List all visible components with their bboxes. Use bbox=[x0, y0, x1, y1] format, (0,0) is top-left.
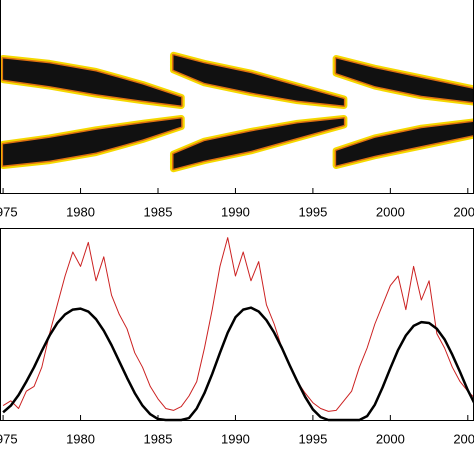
x-tick-label: 1980 bbox=[66, 431, 95, 446]
line-series bbox=[2, 306, 474, 422]
wing bbox=[173, 55, 344, 106]
x-tick-label: 1975 bbox=[0, 431, 18, 446]
x-tick-label: 2005 bbox=[453, 204, 474, 219]
wing bbox=[336, 58, 474, 103]
x-tick-label: 1985 bbox=[144, 204, 173, 219]
x-tick-label: 1990 bbox=[221, 204, 250, 219]
wing bbox=[336, 121, 474, 166]
wing bbox=[3, 118, 182, 166]
x-tick-label: 1980 bbox=[66, 204, 95, 219]
plot-frame bbox=[0, 0, 474, 194]
x-tick-label: 1975 bbox=[0, 204, 18, 219]
x-tick-label: 2000 bbox=[376, 431, 405, 446]
wing bbox=[3, 58, 182, 106]
x-tick-label: 2005 bbox=[453, 431, 474, 446]
x-tick-label: 2000 bbox=[376, 204, 405, 219]
x-tick-label: 1985 bbox=[144, 431, 173, 446]
x-tick-label: 1990 bbox=[221, 431, 250, 446]
x-tick-label: 1995 bbox=[298, 431, 327, 446]
line-series bbox=[2, 237, 474, 412]
x-tick-label: 1995 bbox=[298, 204, 327, 219]
wing bbox=[173, 118, 344, 169]
